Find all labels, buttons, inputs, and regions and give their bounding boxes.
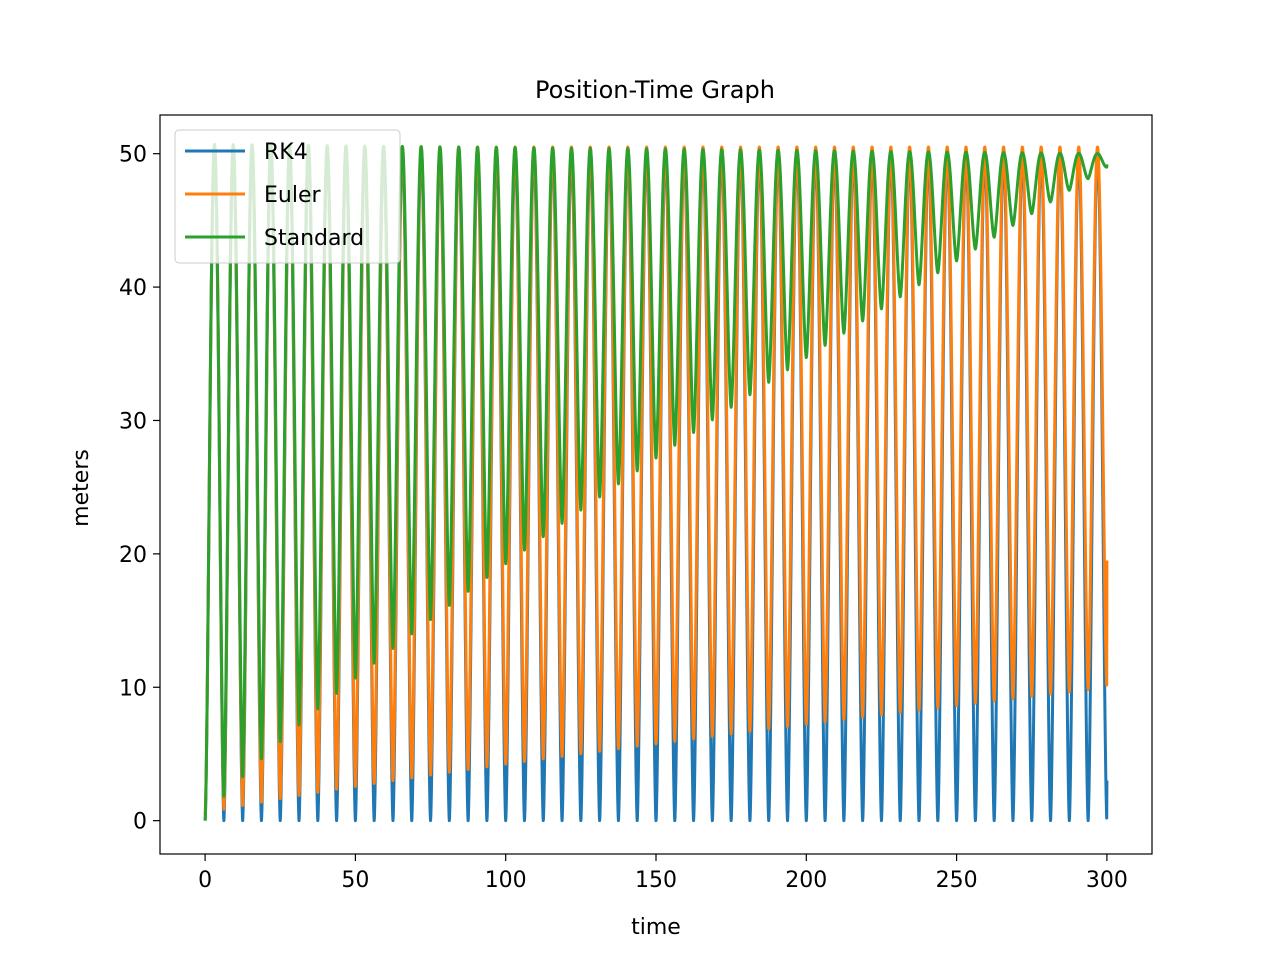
x-tick-label: 200: [785, 868, 827, 893]
series-line-standard: [203, 142, 1109, 821]
x-tick-label: 0: [198, 868, 212, 893]
legend-label-euler: Euler: [264, 183, 321, 208]
y-tick-label: 10: [119, 676, 147, 701]
x-tick-label: 100: [485, 868, 527, 893]
y-tick-label: 30: [119, 409, 147, 434]
legend-label-standard: Standard: [264, 226, 364, 251]
series-line-euler: [203, 145, 1109, 815]
x-tick-label: 150: [635, 868, 677, 893]
legend-box: [174, 129, 401, 264]
legend-label-rk4: RK4: [264, 140, 308, 165]
x-tick-label: 50: [341, 868, 369, 893]
y-tick-label: 50: [119, 143, 147, 168]
x-axis-ticks: 0 50 100 150 200 250 300: [198, 854, 1128, 893]
y-axis-ticks: 0 10 20 30 40 50: [119, 143, 160, 835]
x-tick-label: 250: [936, 868, 978, 893]
y-tick-label: 20: [119, 543, 147, 568]
legend: RK4 Euler Standard: [174, 129, 401, 264]
series-line-rk4: [203, 152, 1109, 823]
y-tick-label: 40: [119, 276, 147, 301]
chart-title: Position-Time Graph: [535, 76, 775, 104]
x-axis-label: time: [631, 915, 681, 940]
series-layer: [203, 142, 1109, 823]
y-axis-label: meters: [69, 449, 94, 527]
x-tick-label: 300: [1086, 868, 1128, 893]
y-tick-label: 0: [133, 810, 147, 835]
